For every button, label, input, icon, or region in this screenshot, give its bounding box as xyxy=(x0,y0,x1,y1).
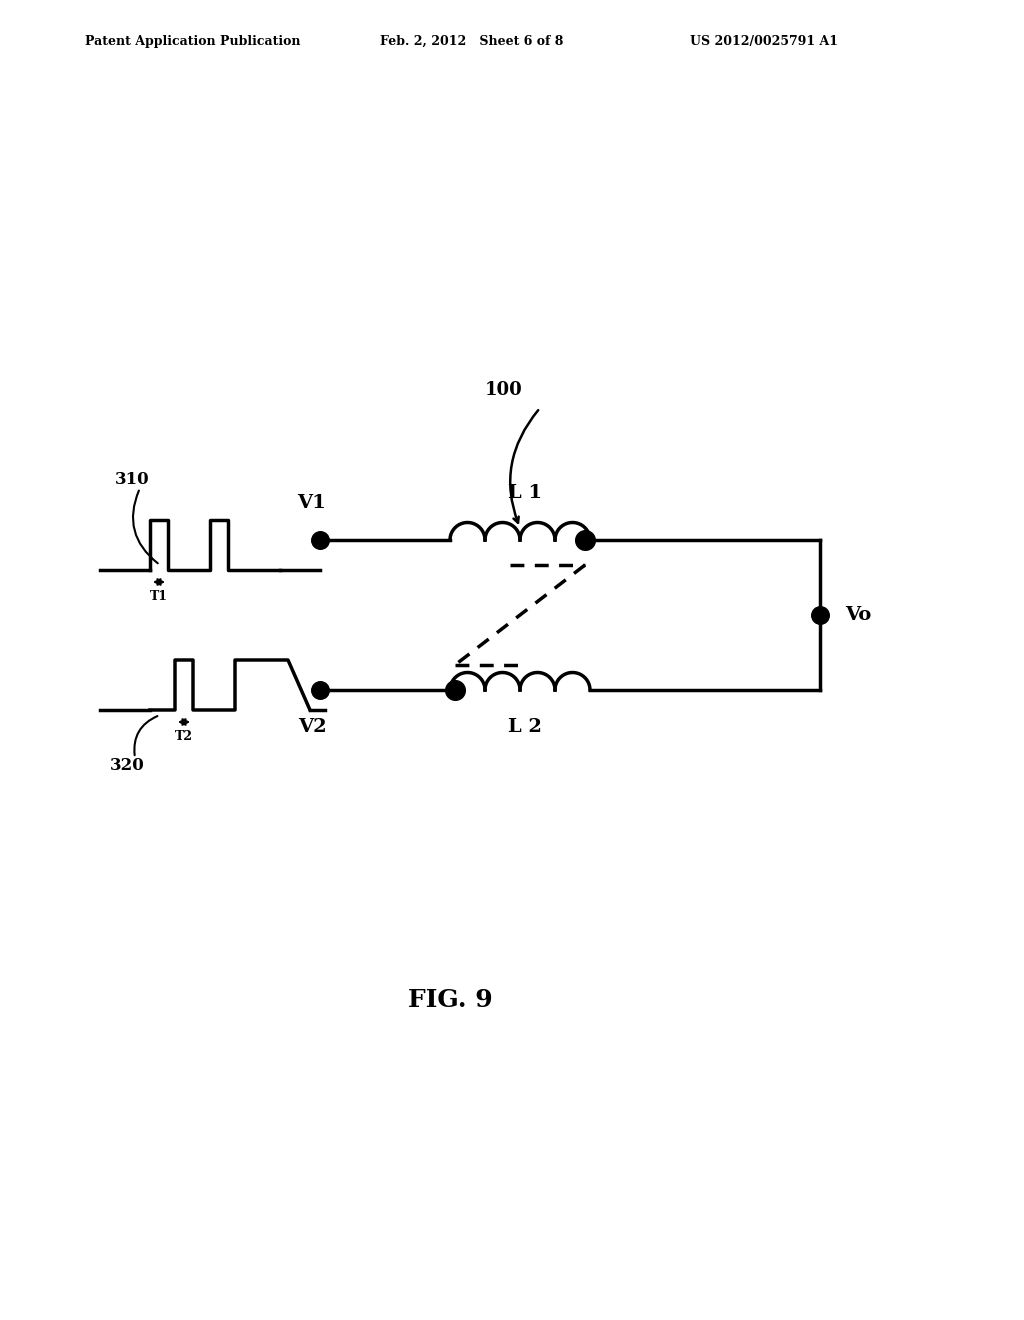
Text: Feb. 2, 2012   Sheet 6 of 8: Feb. 2, 2012 Sheet 6 of 8 xyxy=(380,36,563,48)
Text: T1: T1 xyxy=(150,590,168,603)
Text: T2: T2 xyxy=(175,730,193,743)
Text: L 2: L 2 xyxy=(508,718,542,737)
Text: 310: 310 xyxy=(115,471,150,488)
Text: Patent Application Publication: Patent Application Publication xyxy=(85,36,300,48)
Text: FIG. 9: FIG. 9 xyxy=(408,987,493,1012)
Point xyxy=(311,529,328,550)
Point xyxy=(812,605,828,626)
Point xyxy=(577,529,593,550)
Text: V2: V2 xyxy=(298,718,327,737)
Text: Vo: Vo xyxy=(845,606,871,624)
Text: 100: 100 xyxy=(485,381,522,399)
Text: V1: V1 xyxy=(298,494,327,512)
Text: US 2012/0025791 A1: US 2012/0025791 A1 xyxy=(690,36,838,48)
Text: L 1: L 1 xyxy=(508,484,542,502)
Point xyxy=(446,680,463,701)
Text: 320: 320 xyxy=(110,756,144,774)
Point xyxy=(311,680,328,701)
